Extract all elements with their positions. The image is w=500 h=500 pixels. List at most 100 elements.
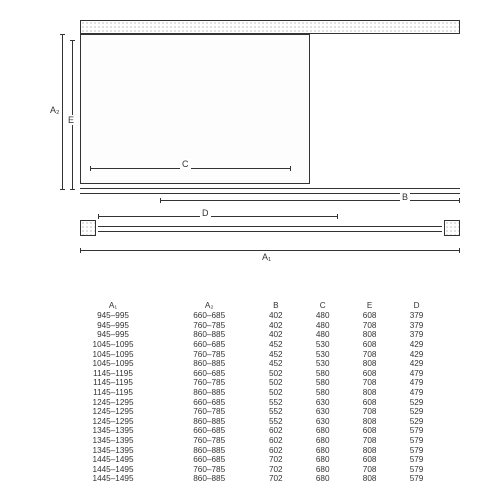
- table-cell: 1045–1095: [60, 349, 166, 359]
- table-cell: 1145–1195: [60, 369, 166, 379]
- table-cell: 580: [299, 369, 346, 379]
- table-row: 1445–1495860–885702680808579: [60, 474, 440, 484]
- table-cell: 452: [252, 340, 299, 350]
- table-cell: 760–785: [166, 407, 252, 417]
- table-cell: 402: [252, 330, 299, 340]
- table-cell: 502: [252, 369, 299, 379]
- table-cell: 1445–1495: [60, 455, 166, 465]
- table-row: 1045–1095660–685452530608429: [60, 340, 440, 350]
- table-cell: 860–885: [166, 474, 252, 484]
- table-row: 1445–1495660–685702680608579: [60, 455, 440, 465]
- table-cell: 1345–1395: [60, 445, 166, 455]
- table-cell: 660–685: [166, 397, 252, 407]
- table-row: 1045–1095860–885452530808429: [60, 359, 440, 369]
- table-cell: 429: [393, 340, 440, 350]
- table-header-cell: E: [346, 300, 393, 311]
- table-cell: 680: [299, 474, 346, 484]
- table-row: 1445–1495760–785702680708579: [60, 465, 440, 475]
- table-cell: 808: [346, 417, 393, 427]
- table-cell: 502: [252, 388, 299, 398]
- table-cell: 552: [252, 397, 299, 407]
- table-cell: 579: [393, 426, 440, 436]
- table-cell: 630: [299, 417, 346, 427]
- table-cell: 402: [252, 321, 299, 331]
- table-cell: 379: [393, 330, 440, 340]
- table-header-cell: C: [299, 300, 346, 311]
- table-cell: 708: [346, 436, 393, 446]
- table-cell: 379: [393, 321, 440, 331]
- table-row: 1245–1295760–785552630708529: [60, 407, 440, 417]
- elevation-view: [80, 20, 460, 190]
- dim-line-a1: [80, 250, 460, 251]
- dimensions-table: A₁A₂BCED 945–995660–685402480608379945–9…: [60, 300, 440, 484]
- table-header-row: A₁A₂BCED: [60, 300, 440, 311]
- table-cell: 602: [252, 436, 299, 446]
- table-cell: 808: [346, 330, 393, 340]
- table-cell: 680: [299, 436, 346, 446]
- table-cell: 480: [299, 321, 346, 331]
- table-cell: 945–995: [60, 321, 166, 331]
- table-cell: 602: [252, 426, 299, 436]
- table-cell: 608: [346, 340, 393, 350]
- table-row: 1045–1095760–785452530708429: [60, 349, 440, 359]
- table-cell: 530: [299, 349, 346, 359]
- table-row: 1145–1195660–685502580608479: [60, 369, 440, 379]
- technical-diagram: A₂ E C B D A₁: [30, 20, 470, 290]
- table-cell: 579: [393, 465, 440, 475]
- table-cell: 808: [346, 474, 393, 484]
- table-cell: 760–785: [166, 378, 252, 388]
- dim-label-e: E: [66, 115, 76, 125]
- table-cell: 708: [346, 407, 393, 417]
- table-cell: 530: [299, 340, 346, 350]
- table-cell: 580: [299, 388, 346, 398]
- table-cell: 760–785: [166, 349, 252, 359]
- table-cell: 660–685: [166, 311, 252, 321]
- table-cell: 602: [252, 445, 299, 455]
- wall-block-left: [80, 220, 96, 236]
- table-cell: 945–995: [60, 330, 166, 340]
- table-cell: 680: [299, 445, 346, 455]
- table-cell: 660–685: [166, 340, 252, 350]
- table-cell: 860–885: [166, 330, 252, 340]
- table-cell: 608: [346, 397, 393, 407]
- table-cell: 1445–1495: [60, 474, 166, 484]
- table-cell: 452: [252, 349, 299, 359]
- dim-label-d: D: [200, 208, 211, 218]
- table-cell: 808: [346, 445, 393, 455]
- panel-frame: [80, 34, 460, 190]
- table-cell: 429: [393, 359, 440, 369]
- dim-line-a2: [62, 34, 63, 190]
- table-row: 1345–1395760–785602680708579: [60, 436, 440, 446]
- dim-label-a1: A₁: [260, 252, 273, 262]
- dim-label-b: B: [400, 192, 410, 202]
- table-cell: 860–885: [166, 388, 252, 398]
- table-cell: 530: [299, 359, 346, 369]
- table-row: 945–995660–685402480608379: [60, 311, 440, 321]
- table-cell: 1445–1495: [60, 465, 166, 475]
- table-cell: 702: [252, 465, 299, 475]
- table-cell: 479: [393, 369, 440, 379]
- table-cell: 452: [252, 359, 299, 369]
- table-cell: 1345–1395: [60, 426, 166, 436]
- table-cell: 529: [393, 397, 440, 407]
- wall-block-right: [444, 220, 460, 236]
- table-cell: 480: [299, 330, 346, 340]
- table-cell: 860–885: [166, 417, 252, 427]
- table-row: 1145–1195760–785502580708479: [60, 378, 440, 388]
- plan-rail: [98, 226, 442, 232]
- table-row: 945–995760–785402480708379: [60, 321, 440, 331]
- table-header-cell: A₂: [166, 300, 252, 311]
- dim-label-a2: A₂: [48, 105, 62, 115]
- table-cell: 552: [252, 417, 299, 427]
- table-cell: 708: [346, 378, 393, 388]
- table-cell: 660–685: [166, 369, 252, 379]
- table-cell: 608: [346, 426, 393, 436]
- table-cell: 630: [299, 407, 346, 417]
- table-cell: 529: [393, 417, 440, 427]
- wall-hatch-top: [80, 20, 460, 34]
- table-cell: 608: [346, 369, 393, 379]
- table-cell: 1245–1295: [60, 397, 166, 407]
- table-row: 1145–1195860–885502580808479: [60, 388, 440, 398]
- table-cell: 529: [393, 407, 440, 417]
- table-cell: 808: [346, 359, 393, 369]
